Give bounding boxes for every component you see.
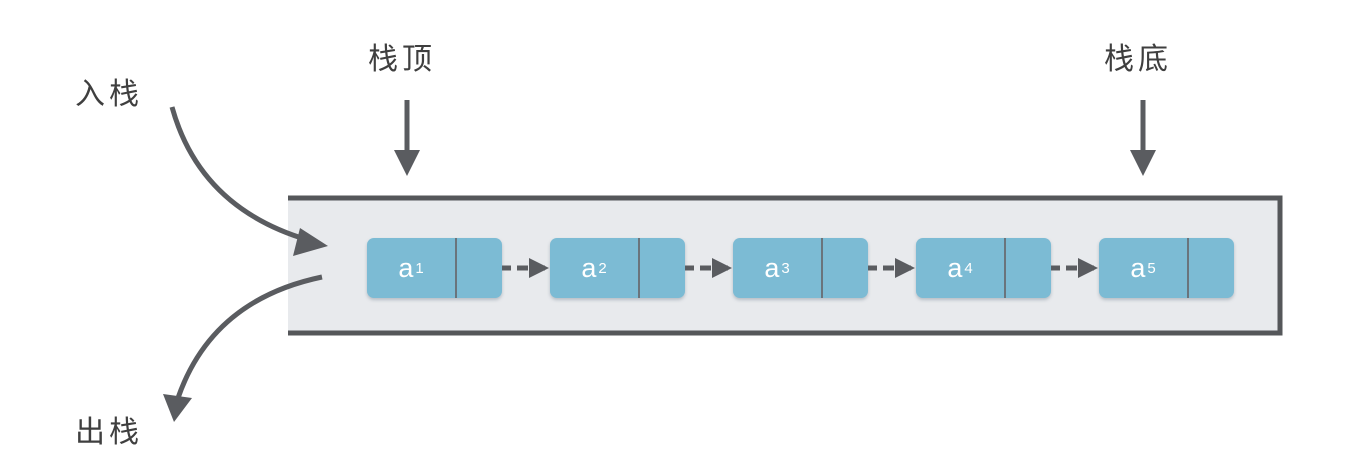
node-letter: a [398,252,414,283]
node-next-field [640,238,685,298]
pop-arrow-head [163,394,192,422]
node-letter: a [581,252,597,283]
node-next-field [823,238,868,298]
stack-bottom-arrow-head [1130,150,1156,176]
node-next-field [457,238,502,298]
node-letter: a [947,252,963,283]
node-index: 1 [415,259,424,277]
push-label: 入栈 [75,77,143,112]
pop-arrow-curve [175,274,323,399]
push-arrow-head [293,228,328,256]
node-index: 2 [598,259,607,277]
node-next-field [1006,238,1051,298]
node-index: 4 [964,259,973,277]
stack-bottom-label: 栈底 [1104,42,1172,77]
node-index: 5 [1147,259,1156,277]
node-next-field [1189,238,1234,298]
stack-container-border [288,195,1283,336]
node-index: 3 [781,259,790,277]
pop-label: 出栈 [75,415,143,450]
stack-top-arrow-head [394,150,420,176]
node-letter: a [1130,252,1146,283]
node-letter: a [764,252,780,283]
stack-top-label: 栈顶 [368,42,436,77]
push-arrow-curve [169,106,309,243]
